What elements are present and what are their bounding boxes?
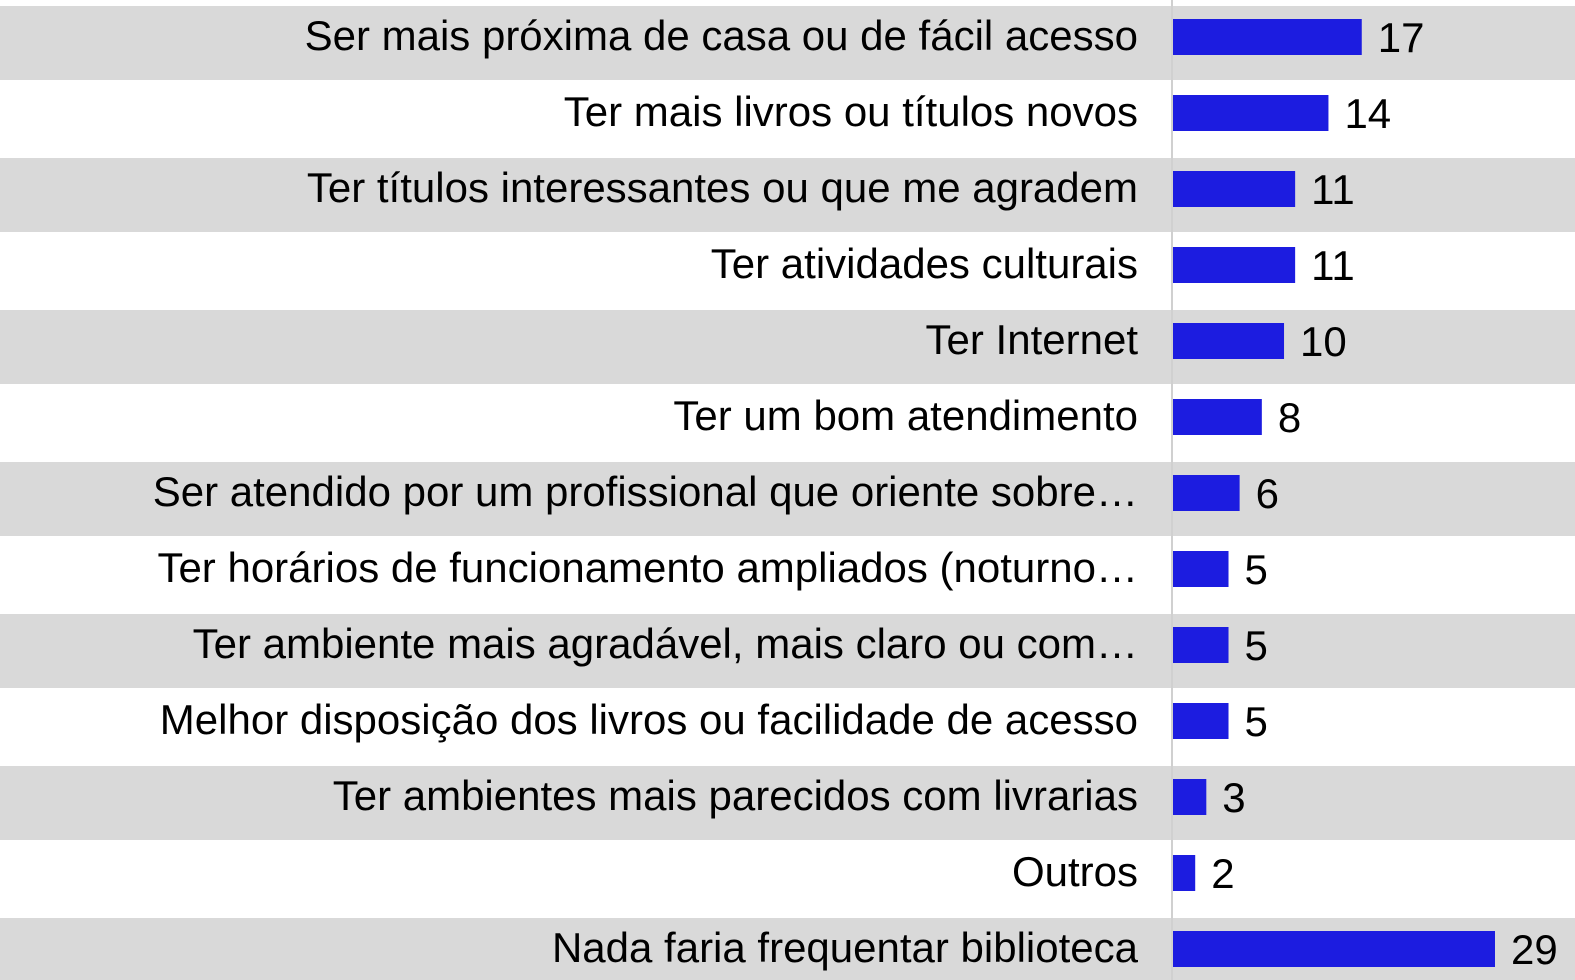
category-label: Nada faria frequentar biblioteca [552, 924, 1139, 971]
bar [1173, 703, 1229, 739]
value-label: 14 [1344, 90, 1391, 137]
bar [1173, 399, 1262, 435]
row-band [0, 158, 1575, 232]
value-label: 5 [1245, 546, 1268, 593]
category-label: Ter atividades culturais [711, 240, 1138, 287]
bar [1173, 95, 1329, 131]
bar [1173, 551, 1229, 587]
category-label: Ter Internet [926, 316, 1139, 363]
category-label: Ser mais próxima de casa ou de fácil ace… [305, 12, 1138, 59]
value-label: 3 [1222, 774, 1245, 821]
category-label: Ter ambientes mais parecidos com livrari… [333, 772, 1138, 819]
bar [1173, 247, 1296, 283]
category-label: Ter ambiente mais agradável, mais claro … [193, 620, 1138, 667]
row-band [0, 766, 1575, 840]
value-label: 10 [1300, 318, 1347, 365]
value-label: 11 [1311, 166, 1355, 213]
category-label: Ter um bom atendimento [673, 392, 1138, 439]
value-label: 8 [1278, 394, 1301, 441]
bar [1173, 779, 1207, 815]
bar [1173, 323, 1285, 359]
value-label: 6 [1256, 470, 1279, 517]
category-label: Ser atendido por um profissional que ori… [153, 468, 1138, 515]
row-band [0, 462, 1575, 536]
row-band [0, 614, 1575, 688]
bar [1173, 171, 1296, 207]
value-label: 17 [1378, 14, 1425, 61]
value-label: 5 [1245, 622, 1268, 669]
category-label: Ter horários de funcionamento ampliados … [157, 544, 1138, 591]
bar [1173, 627, 1229, 663]
category-label: Outros [1012, 848, 1138, 895]
value-label: 11 [1311, 242, 1355, 289]
category-label: Ter mais livros ou títulos novos [564, 88, 1138, 135]
bar [1173, 855, 1196, 891]
value-label: 2 [1211, 850, 1234, 897]
bar [1173, 19, 1362, 55]
category-label: Ter títulos interessantes ou que me agra… [307, 164, 1138, 211]
bar [1173, 475, 1240, 511]
row-band [0, 310, 1575, 384]
bar [1173, 931, 1495, 967]
value-label: 5 [1245, 698, 1268, 745]
category-label: Melhor disposição dos livros ou facilida… [160, 696, 1138, 743]
value-label: 29 [1511, 926, 1558, 973]
